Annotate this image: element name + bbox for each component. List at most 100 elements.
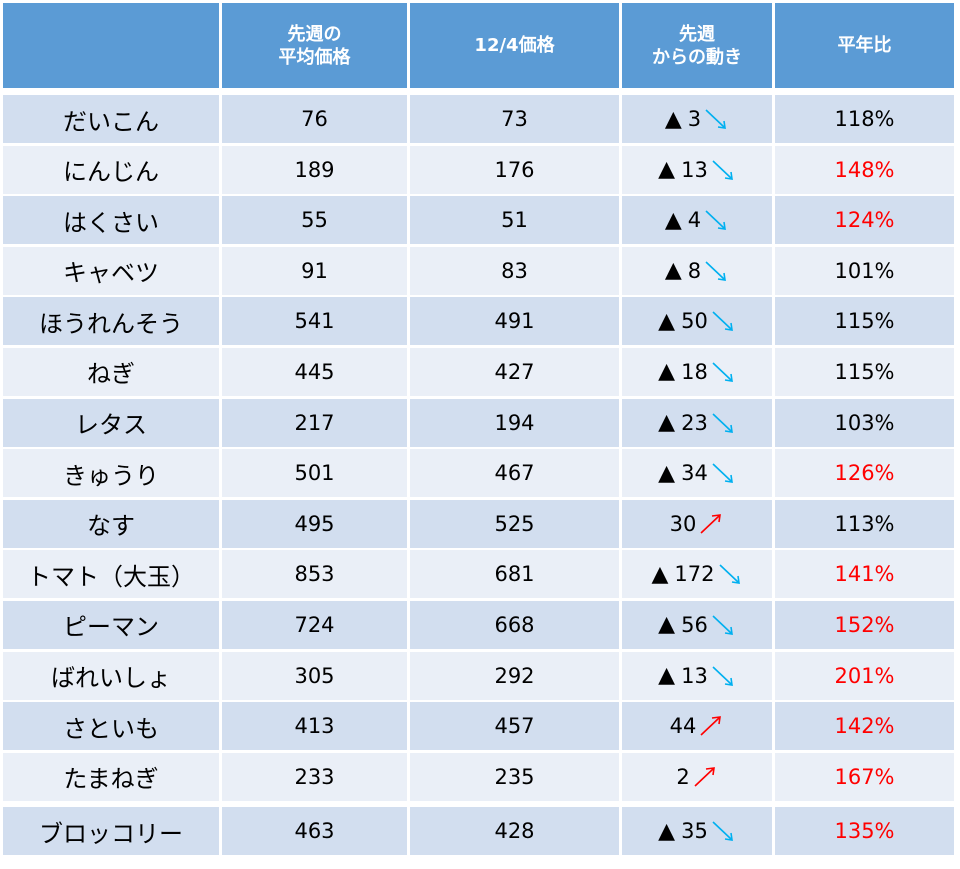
decrease-triangle-icon: ▲ [658, 359, 676, 385]
up-right-arrow-icon [698, 513, 724, 535]
cell-change: ▲ 8 [622, 246, 775, 295]
vegetable-name: ばれいしょ [51, 664, 171, 693]
ratio-value: 167% [834, 764, 895, 789]
change-value: 13 [681, 663, 708, 688]
prev-avg-value: 413 [294, 714, 335, 739]
ratio-value: 118% [834, 107, 895, 131]
table-row: ばれいしょ 305 292 ▲ 13 201% [3, 651, 954, 703]
table-row: トマト（大玉） 853 681 ▲ 172 141% [3, 550, 954, 601]
cell-name: なす [3, 499, 222, 548]
prev-avg-value: 495 [294, 511, 335, 536]
cell-change: ▲ 4 [622, 196, 775, 245]
prev-avg-value: 463 [294, 819, 335, 844]
table-row: レタス 217 194 ▲ 23 103% [3, 398, 954, 450]
cell-prev-avg: 91 [222, 246, 410, 295]
cell-change: 44 [622, 702, 775, 751]
ratio-value: 135% [834, 819, 895, 844]
decrease-triangle-icon: ▲ [658, 663, 676, 689]
table-row: キャベツ 91 83 ▲ 8 101% [3, 246, 954, 298]
prev-avg-value: 91 [301, 258, 328, 283]
table-row: ピーマン 724 668 ▲ 56 152% [3, 600, 954, 652]
ratio-value: 148% [834, 157, 895, 182]
cell-name: ほうれんそう [3, 297, 222, 346]
vegetable-name: ねぎ [87, 360, 135, 389]
cell-price: 73 [410, 95, 622, 143]
cell-ratio: 115% [775, 347, 954, 396]
decrease-triangle-icon: ▲ [658, 818, 676, 844]
cell-name: きゅうり [3, 449, 222, 498]
prev-avg-value: 76 [301, 107, 328, 131]
cell-ratio: 101% [775, 246, 954, 295]
change-value: 50 [681, 309, 708, 334]
header-ratio: 平年比 [775, 3, 954, 88]
price-value: 427 [494, 359, 535, 384]
table-row: にんじん 189 176 ▲ 13 148% [3, 145, 954, 197]
decrease-triangle-icon: ▲ [658, 460, 676, 486]
cell-ratio: 124% [775, 196, 954, 245]
table-row: きゅうり 501 467 ▲ 34 126% [3, 449, 954, 500]
price-value: 83 [501, 258, 528, 283]
cell-prev-avg: 413 [222, 702, 410, 751]
up-right-arrow-icon [692, 766, 718, 788]
table-row: なす 495 525 30 113% [3, 499, 954, 551]
table-row: ねぎ 445 427 ▲ 18 115% [3, 347, 954, 399]
cell-change: ▲ 18 [622, 347, 775, 396]
cell-name: ピーマン [3, 600, 222, 649]
ratio-value: 201% [834, 663, 895, 688]
cell-name: だいこん [3, 95, 222, 143]
cell-price: 427 [410, 347, 622, 396]
vegetable-name: たまねぎ [63, 765, 159, 794]
down-right-arrow-icon [710, 614, 736, 636]
cell-price: 292 [410, 651, 622, 700]
prev-avg-value: 189 [294, 157, 335, 182]
change-value: 35 [681, 819, 708, 844]
cell-name: キャベツ [3, 246, 222, 295]
price-value: 194 [494, 410, 535, 435]
vegetable-name: きゅうり [63, 461, 159, 490]
cell-price: 457 [410, 702, 622, 751]
ratio-value: 115% [834, 309, 895, 334]
table-header: 先週の 平均価格 12/4価格 先週 からの動き 平年比 [3, 3, 954, 88]
price-value: 51 [501, 208, 528, 233]
cell-price: 491 [410, 297, 622, 346]
cell-price: 235 [410, 752, 622, 801]
down-right-arrow-icon [703, 108, 729, 130]
vegetable-name: キャベツ [63, 259, 159, 288]
down-right-arrow-icon [710, 412, 736, 434]
cell-name: トマト（大玉） [3, 550, 222, 599]
cell-prev-avg: 217 [222, 398, 410, 447]
prev-avg-value: 305 [294, 663, 335, 688]
price-value: 73 [501, 107, 528, 131]
cell-price: 194 [410, 398, 622, 447]
header-change-line2: からの動き [652, 46, 742, 68]
cell-change: ▲ 3 [622, 95, 775, 143]
cell-price: 428 [410, 807, 622, 856]
price-value: 235 [494, 764, 535, 789]
cell-prev-avg: 445 [222, 347, 410, 396]
cell-ratio: 141% [775, 550, 954, 599]
cell-change: 2 [622, 752, 775, 801]
cell-prev-avg: 233 [222, 752, 410, 801]
cell-prev-avg: 305 [222, 651, 410, 700]
prev-avg-value: 233 [294, 764, 335, 789]
ratio-value: 152% [834, 612, 895, 637]
price-value: 292 [494, 663, 535, 688]
cell-ratio: 115% [775, 297, 954, 346]
header-change: 先週 からの動き [622, 3, 775, 88]
cell-prev-avg: 463 [222, 807, 410, 856]
prev-avg-value: 724 [294, 612, 335, 637]
vegetable-name: ほうれんそう [39, 309, 183, 338]
cell-price: 525 [410, 499, 622, 548]
table-body: だいこん 76 73 ▲ 3 118% にんじん 189 176 ▲ 13 148% はくさい 55 51 ▲… [3, 95, 954, 858]
up-right-arrow-icon [698, 715, 724, 737]
vegetable-name: ピーマン [63, 613, 159, 642]
decrease-triangle-icon: ▲ [658, 308, 676, 334]
cell-name: たまねぎ [3, 752, 222, 801]
cell-name: レタス [3, 398, 222, 447]
price-value: 176 [494, 157, 535, 182]
cell-price: 467 [410, 449, 622, 498]
ratio-value: 142% [834, 714, 895, 739]
vegetable-name: さといも [63, 714, 159, 743]
header-price-12-4-label: 12/4価格 [474, 35, 555, 56]
price-value: 668 [494, 612, 535, 637]
